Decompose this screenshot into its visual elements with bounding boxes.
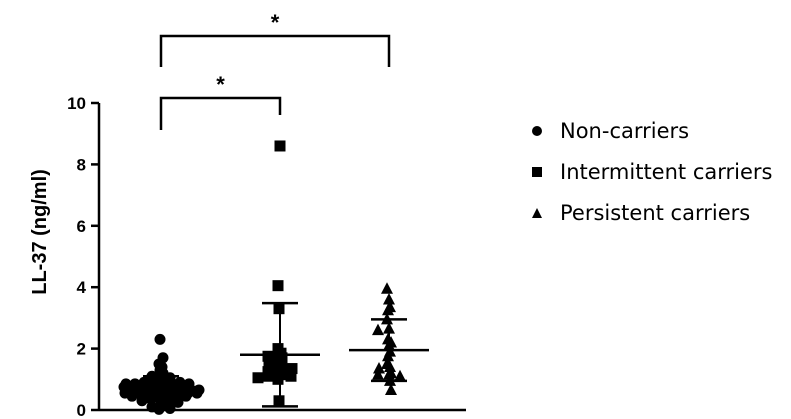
square-marker-icon [530, 165, 544, 179]
data-point [372, 368, 384, 380]
legend-item-persistent-carriers: Persistent carriers [530, 192, 772, 233]
y-tick-label: 4 [77, 278, 87, 297]
data-point [126, 390, 138, 402]
significance-bracket [159, 34, 391, 67]
data-point [382, 303, 394, 316]
y-tick-label: 10 [67, 94, 86, 113]
data-point [154, 333, 166, 345]
legend-item-intermittent-carriers: Intermittent carriers [530, 151, 772, 192]
significance-brackets: ** [159, 10, 391, 130]
data-point [272, 280, 284, 292]
data-point [285, 370, 297, 382]
data-points [118, 140, 406, 415]
legend-label: Persistent carriers [560, 200, 751, 225]
legend: Non-carriers Intermittent carriers Persi… [530, 110, 772, 233]
legend-label: Non-carriers [560, 118, 690, 143]
y-tick-label: 0 [77, 401, 86, 419]
data-point [172, 396, 184, 408]
significance-asterisk: * [271, 10, 280, 35]
y-tick-label: 2 [77, 340, 86, 359]
data-point [394, 369, 406, 382]
data-point [274, 140, 286, 152]
data-point [262, 350, 274, 362]
error-bars [121, 301, 429, 408]
data-point [381, 282, 393, 294]
legend-item-non-carriers: Non-carriers [530, 110, 772, 151]
circle-marker-icon [530, 124, 544, 138]
data-point [180, 390, 192, 402]
data-point [383, 292, 395, 305]
significance-bracket [159, 96, 282, 130]
y-axis: 0 2 4 6 8 10 [67, 94, 101, 419]
data-point [286, 363, 298, 375]
data-point [191, 387, 203, 399]
data-point [385, 383, 397, 396]
data-point [153, 403, 165, 415]
data-point [372, 323, 384, 336]
data-point [252, 372, 264, 384]
y-axis-label: LL-37 (ng/ml) [29, 169, 51, 295]
data-point [373, 362, 385, 374]
data-point [272, 373, 284, 385]
data-point [164, 402, 176, 414]
legend-label: Intermittent carriers [560, 159, 773, 184]
y-tick-label: 8 [77, 155, 86, 174]
y-tick-label: 6 [77, 217, 86, 236]
significance-asterisk: * [216, 72, 225, 97]
triangle-marker-icon [530, 206, 544, 220]
data-point [263, 370, 275, 382]
